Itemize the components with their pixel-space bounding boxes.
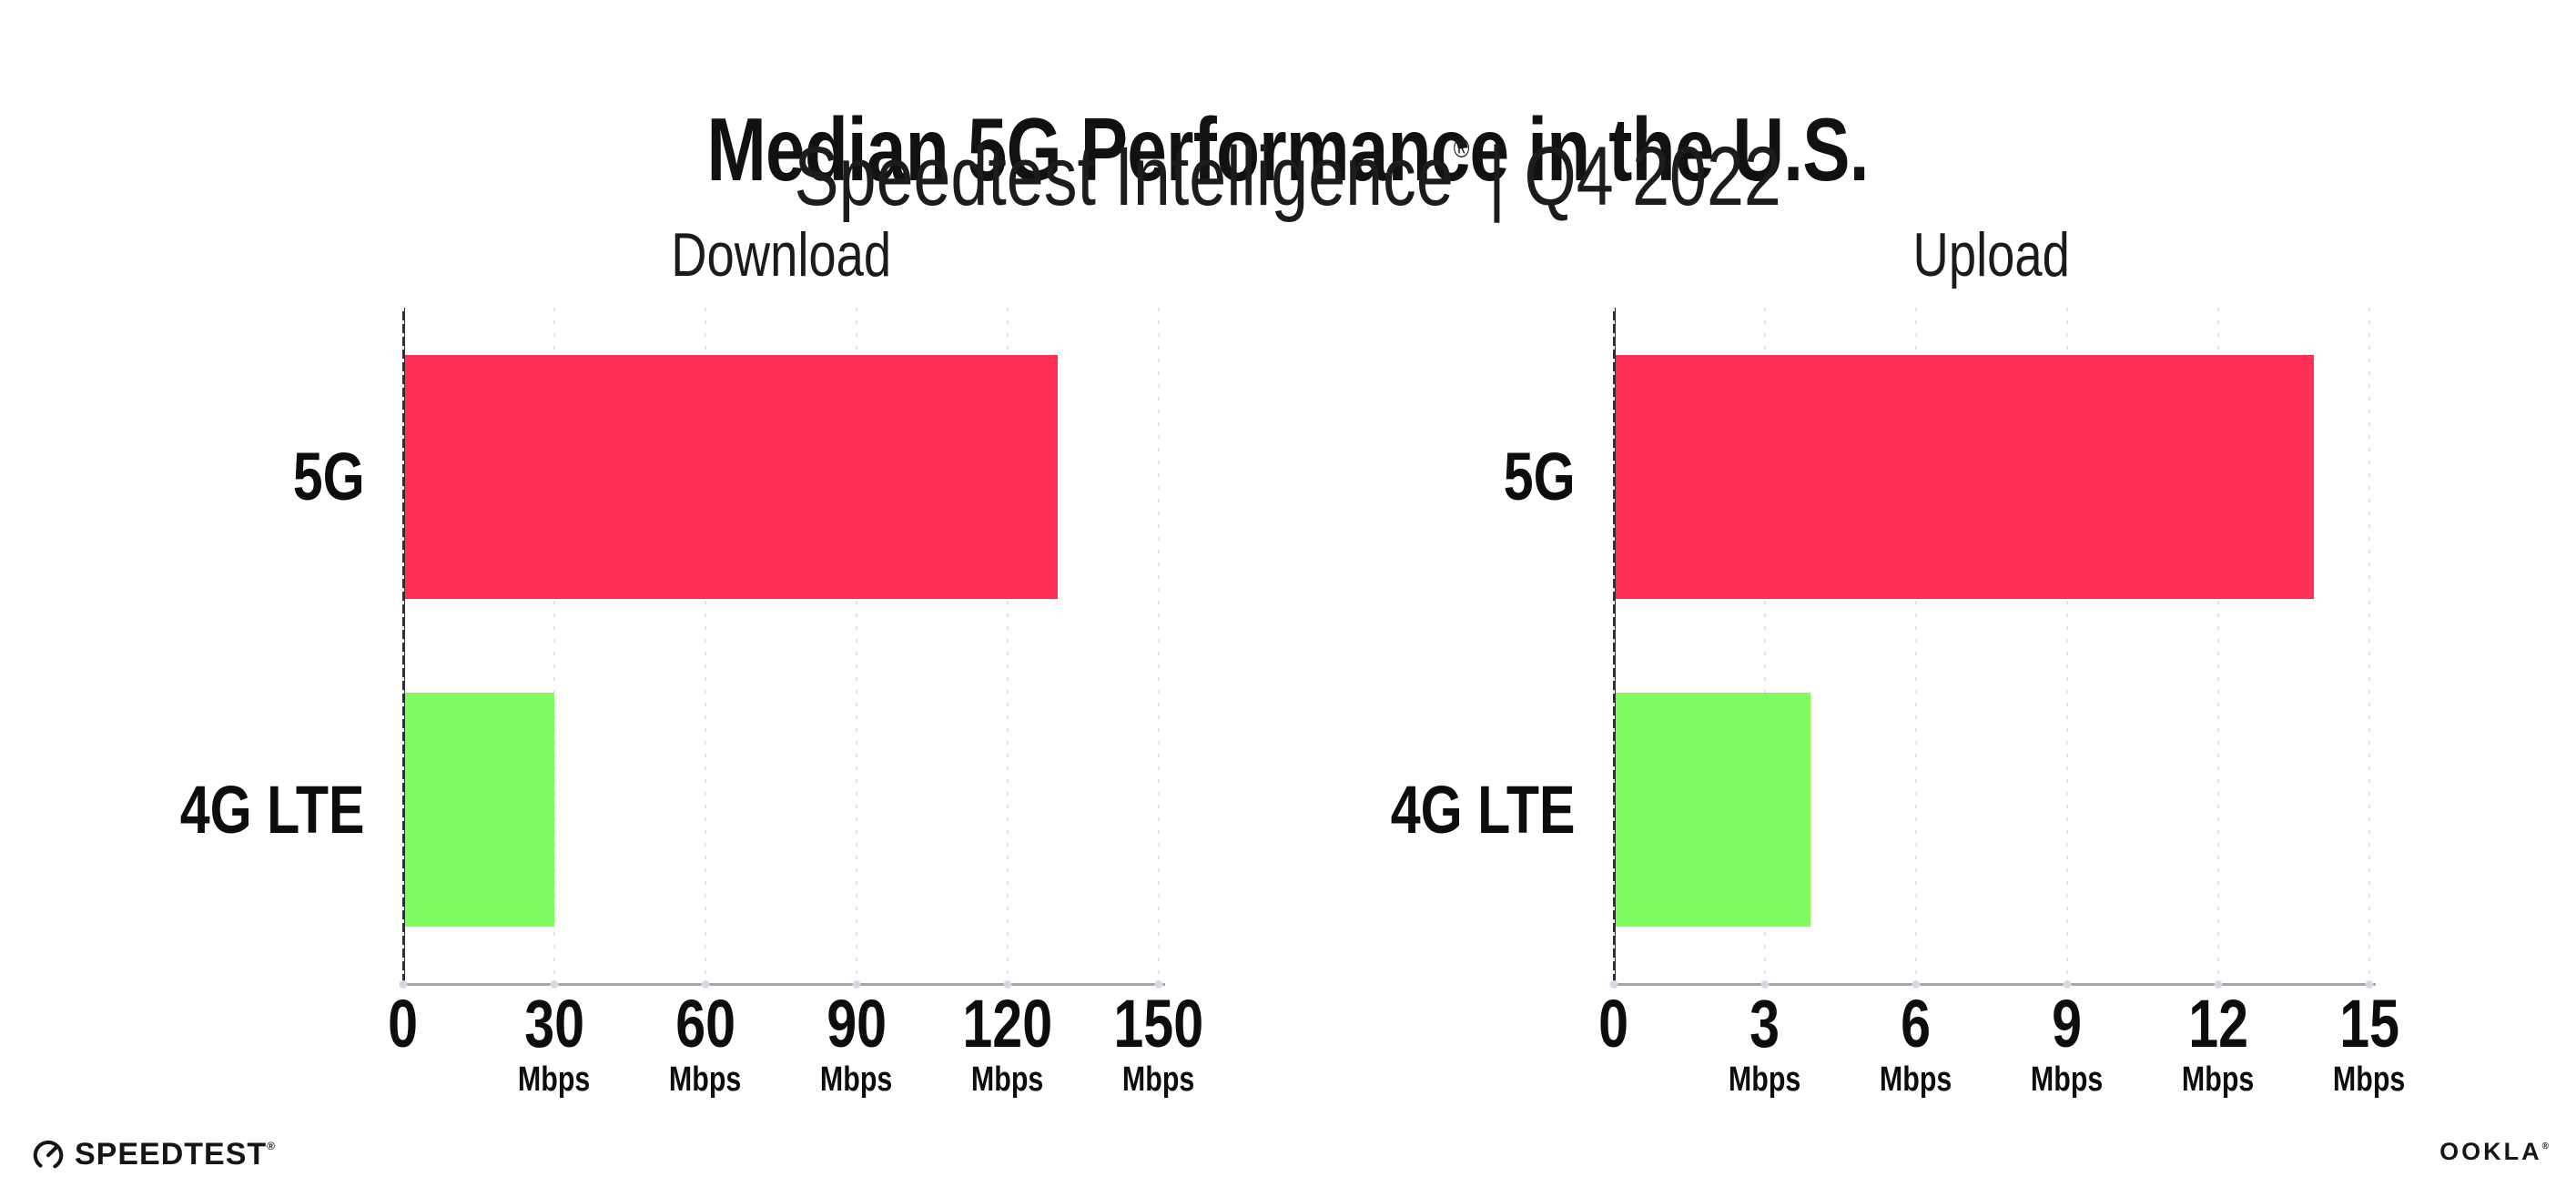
speedtest-registered-mark: ® (267, 1139, 276, 1152)
speedtest-wordmark: SPEEDTEST® (75, 1137, 275, 1172)
download-x-tick-value: 60 (675, 986, 735, 1061)
download-chart-title: Download (403, 220, 1159, 289)
upload-x-tick-value: 3 (1749, 986, 1780, 1061)
download-x-tick-value: 150 (1113, 986, 1204, 1061)
upload-x-tick-value: 0 (1598, 986, 1629, 1061)
upload-x-tick-value: 12 (2188, 986, 2248, 1061)
ookla-wordmark: OOKLA (2439, 1138, 2542, 1165)
upload-y-label-4g-lte: 4G LTE (1391, 771, 1576, 847)
download-x-tick-120: 120 Mbps (908, 986, 1108, 1100)
upload-chart-title-text: Upload (1912, 220, 2071, 289)
download-gridline-0 (402, 308, 404, 983)
upload-x-tick-value: 9 (2052, 986, 2083, 1061)
download-x-tick-0: 0 (303, 986, 503, 1061)
download-x-tick-unit: Mbps (518, 1060, 591, 1099)
ookla-logo: OOKLA® (2439, 1138, 2549, 1166)
page-subtitle: Speedtest Intelligence® | Q4 2022 (0, 104, 2576, 222)
download-gridline-60 (705, 308, 706, 983)
upload-baseline-dot-6 (1912, 980, 1921, 989)
upload-x-tick-3: 3 Mbps (1665, 986, 1865, 1100)
x-axis-line (1613, 983, 2376, 986)
speedtest-label: SPEEDTEST (75, 1136, 268, 1172)
upload-x-tick-15: 15 Mbps (2269, 986, 2470, 1100)
download-x-tick-150: 150 Mbps (1059, 986, 1259, 1100)
download-y-label-4g-lte: 4G LTE (180, 771, 365, 847)
upload-bar-5g (1616, 355, 2315, 599)
upload-gridline-3 (1764, 308, 1766, 983)
download-baseline-dot-60 (701, 980, 710, 989)
download-x-tick-unit: Mbps (971, 1060, 1044, 1099)
upload-gridline-9 (2066, 308, 2068, 983)
x-axis-line (402, 983, 1165, 986)
download-bar-4g-lte (405, 693, 554, 927)
download-x-tick-unit: Mbps (1122, 1060, 1195, 1099)
speedtest-logo: SPEEDTEST® (31, 1134, 275, 1174)
download-baseline-dot-150 (1154, 980, 1163, 989)
upload-gridline-12 (2217, 308, 2219, 983)
upload-x-tick-value: 15 (2339, 986, 2399, 1061)
speedtest-gauge-icon (33, 1140, 64, 1171)
upload-x-tick-0: 0 (1514, 986, 1714, 1061)
upload-x-tick-unit: Mbps (1880, 1060, 1952, 1099)
upload-baseline-dot-9 (2063, 980, 2072, 989)
upload-plot-area (1609, 308, 2376, 989)
page-title-text: Median 5G Performance in the U.S. (706, 98, 1870, 199)
download-baseline-dot-120 (1003, 980, 1012, 989)
download-gridline-150 (1158, 308, 1160, 983)
upload-y-label-5g: 5G (1504, 439, 1576, 514)
download-baseline-dot-0 (399, 980, 408, 989)
download-x-tick-30: 30 Mbps (454, 986, 654, 1100)
download-x-tick-value: 90 (827, 986, 887, 1061)
download-x-tick-unit: Mbps (820, 1060, 893, 1099)
download-chart-title-text: Download (671, 220, 891, 289)
download-gridline-90 (856, 308, 857, 983)
download-x-tick-value: 120 (962, 986, 1053, 1061)
upload-x-tick-unit: Mbps (1729, 1060, 1801, 1099)
upload-x-tick-unit: Mbps (2031, 1060, 2104, 1099)
registered-mark: ® (1454, 134, 1470, 164)
upload-gridline-6 (1915, 308, 1917, 983)
upload-baseline-dot-3 (1760, 980, 1770, 989)
upload-baseline-dot-0 (1609, 980, 1618, 989)
upload-chart-title: Upload (1614, 220, 2369, 289)
upload-x-tick-12: 12 Mbps (2118, 986, 2318, 1100)
download-baseline-dot-30 (550, 980, 559, 989)
subtitle-period: | Q4 2022 (1469, 130, 1782, 223)
upload-baseline-dot-15 (2365, 980, 2374, 989)
download-gridline-120 (1007, 308, 1009, 983)
upload-x-tick-9: 9 Mbps (1967, 986, 2167, 1100)
subtitle-brand: Speedtest Intelligence (794, 130, 1455, 223)
page-subtitle-text: Speedtest Intelligence® | Q4 2022 (795, 104, 1781, 222)
page-title: Median 5G Performance in the U.S. (0, 102, 2576, 197)
download-bar-5g (405, 355, 1059, 599)
download-y-label-5g: 5G (293, 439, 365, 514)
upload-gridline-15 (2368, 308, 2370, 983)
upload-gridline-0 (1613, 308, 1615, 983)
upload-x-tick-unit: Mbps (2182, 1060, 2255, 1099)
download-x-tick-unit: Mbps (669, 1060, 742, 1099)
upload-x-tick-unit: Mbps (2333, 1060, 2406, 1099)
download-x-tick-60: 60 Mbps (605, 986, 806, 1100)
upload-x-tick-value: 6 (1901, 986, 1932, 1061)
download-x-tick-value: 30 (524, 986, 584, 1061)
download-plot-area (399, 308, 1165, 989)
ookla-registered-mark: ® (2541, 1141, 2549, 1151)
upload-x-tick-6: 6 Mbps (1816, 986, 2016, 1100)
upload-bar-4g-lte (1616, 693, 1810, 927)
download-baseline-dot-90 (852, 980, 861, 989)
upload-baseline-dot-12 (2214, 980, 2223, 989)
download-x-tick-value: 0 (388, 986, 419, 1061)
download-gridline-30 (553, 308, 555, 983)
download-x-tick-90: 90 Mbps (756, 986, 957, 1100)
